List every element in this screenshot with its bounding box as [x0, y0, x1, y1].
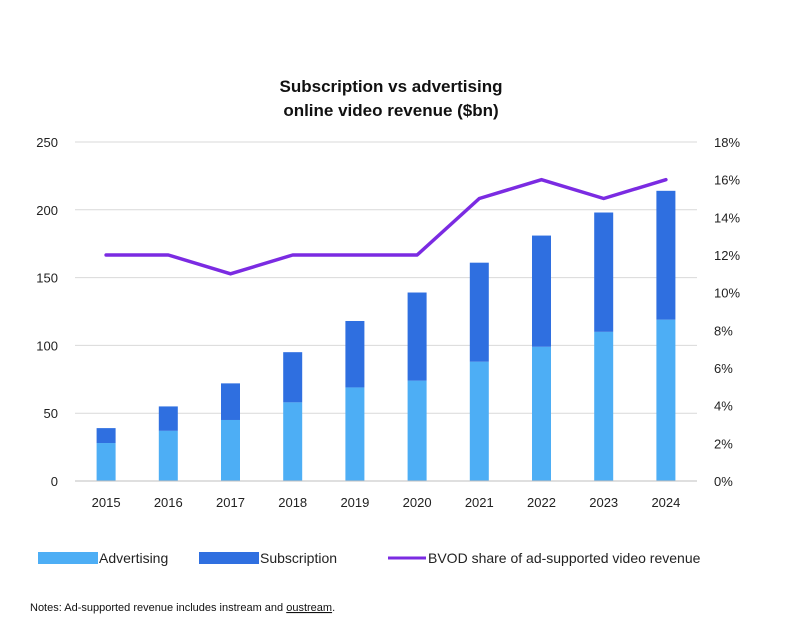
right-tick-label: 6%: [714, 361, 733, 376]
footnote: Notes: Ad-supported revenue includes ins…: [30, 602, 335, 614]
x-tick-label: 2015: [92, 495, 121, 510]
x-tick-label: 2022: [527, 495, 556, 510]
right-tick-label: 12%: [714, 248, 740, 263]
bar-advertising: [532, 346, 551, 481]
left-tick-label: 150: [36, 271, 58, 286]
legend-label-advertising: Advertising: [99, 550, 168, 566]
footnote-underlined-word: oustream: [286, 602, 332, 614]
gridlines: [75, 141, 697, 414]
right-axis: 0% 2% 4% 6% 8% 10% 12% 14% 16% 18%: [714, 135, 740, 489]
bar-subscription: [469, 262, 489, 362]
legend-swatch-advertising: [38, 552, 98, 564]
x-tick-label: 2017: [216, 495, 245, 510]
bar-advertising: [283, 402, 303, 481]
chart-title-line-1: Subscription vs advertising: [280, 77, 503, 96]
x-tick-label: 2018: [278, 495, 307, 510]
bar-subscription: [158, 406, 178, 431]
x-tick-label: 2023: [589, 495, 618, 510]
bar-subscription: [96, 428, 116, 444]
right-tick-label: 16%: [714, 173, 740, 188]
left-tick-label: 200: [36, 203, 58, 218]
footnote-period: .: [332, 602, 335, 614]
bar-advertising: [656, 319, 676, 481]
legend-label-bvod-share: BVOD share of ad-supported video revenue: [428, 550, 701, 566]
right-tick-label: 0%: [714, 474, 733, 489]
bar-subscription: [221, 383, 240, 420]
x-tick-label: 2020: [403, 495, 432, 510]
bar-advertising: [345, 387, 365, 481]
share-line: [104, 177, 668, 276]
bar-advertising: [407, 380, 427, 481]
bar-advertising: [221, 419, 240, 481]
bar-advertising: [158, 430, 178, 481]
left-tick-label: 250: [36, 135, 58, 150]
bar-subscription: [407, 292, 427, 381]
bar-subscription: [656, 190, 676, 320]
footnote-text: Notes: Ad-supported revenue includes ins…: [30, 602, 286, 614]
x-tick-label: 2024: [651, 495, 680, 510]
left-axis: 0 50 100 150 200 250: [36, 135, 58, 489]
legend: Advertising Subscription BVOD share of a…: [38, 550, 701, 566]
x-tick-label: 2019: [340, 495, 369, 510]
right-tick-label: 4%: [714, 399, 733, 414]
chart-title-line-2: online video revenue ($bn): [283, 101, 498, 120]
x-tick-label: 2016: [154, 495, 183, 510]
legend-swatch-subscription: [199, 552, 259, 564]
right-tick-label: 14%: [714, 210, 740, 225]
x-tick-label: 2021: [465, 495, 494, 510]
left-tick-label: 100: [36, 338, 58, 353]
left-tick-label: 50: [44, 406, 58, 421]
right-tick-label: 2%: [714, 436, 733, 451]
bvod-share-line: [104, 177, 668, 276]
right-tick-label: 10%: [714, 286, 740, 301]
bar-subscription: [532, 235, 551, 347]
bar-advertising: [96, 443, 116, 481]
bar-subscription: [594, 212, 614, 332]
bar-advertising: [469, 361, 489, 481]
left-tick-label: 0: [51, 474, 58, 489]
bar-subscription: [283, 352, 303, 403]
bars: [96, 190, 676, 481]
x-axis: 2015 2016 2017 2018 2019 2020 2021 2022 2023 2024: [75, 480, 697, 510]
right-tick-label: 8%: [714, 323, 733, 338]
bar-advertising: [594, 331, 614, 481]
bar-subscription: [345, 320, 365, 388]
legend-label-subscription: Subscription: [260, 550, 337, 566]
right-tick-label: 18%: [714, 135, 740, 150]
